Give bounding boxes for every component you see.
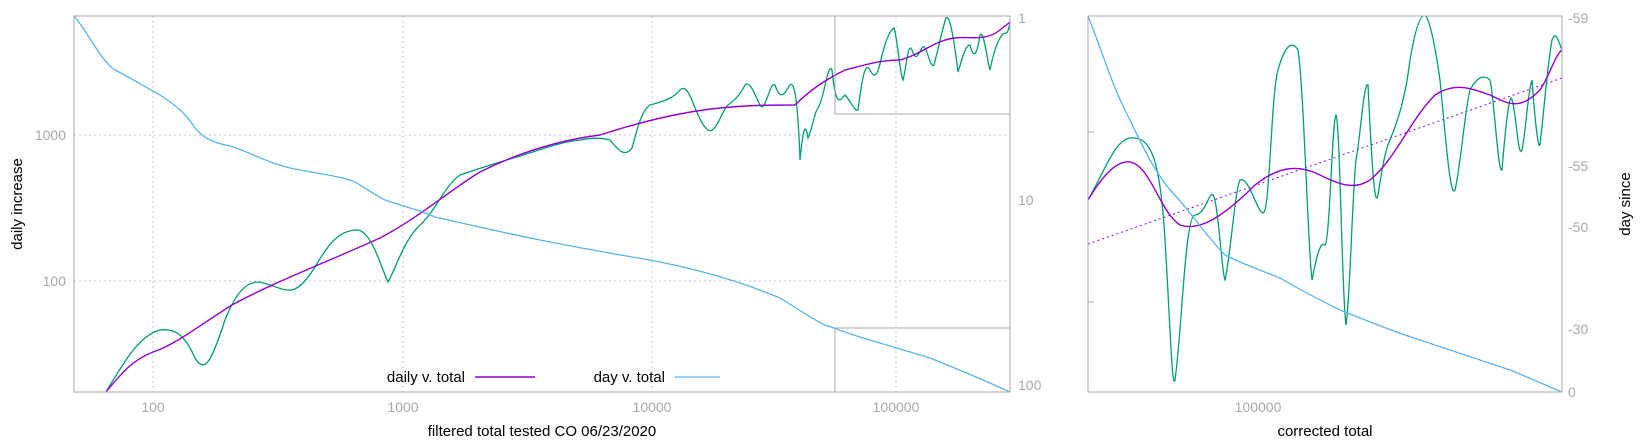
series-raw-right	[1088, 16, 1562, 382]
y2-tick-label: 100	[1018, 377, 1042, 393]
series-daily-v-total-right	[1088, 49, 1562, 228]
left-plot: 100 1000 10000 100000 100 1000 1 10 100 …	[9, 10, 1042, 440]
x-tick-label: 100000	[1235, 399, 1282, 415]
y2-tick-label: -30	[1568, 321, 1588, 337]
y2-tick-label: -55	[1568, 158, 1588, 174]
y2-tick-label: 0	[1568, 384, 1576, 400]
series-raw-left	[105, 17, 1010, 392]
series-day-v-total-left	[74, 16, 1010, 392]
right-series	[1088, 16, 1562, 392]
x-tick-label: 1000	[387, 399, 418, 415]
y2-tick-label: -59	[1568, 10, 1588, 26]
x-axis-label: corrected total	[1277, 423, 1372, 440]
legend-daily-label: daily v. total	[387, 369, 465, 386]
y-axis-label: daily increase	[9, 158, 26, 250]
legend-day-label: day v. total	[594, 369, 665, 386]
y-tick-label: 100	[43, 273, 67, 289]
legend: daily v. total day v. total	[387, 369, 720, 386]
zoom-box-upper	[834, 15, 1011, 115]
right-plot-frame	[1087, 15, 1563, 393]
y2-tick-label: 1	[1018, 10, 1026, 26]
x-tick-label: 100	[141, 399, 165, 415]
series-daily-v-total-left	[105, 21, 1010, 392]
left-series	[74, 16, 1010, 392]
left-plot-frame	[73, 15, 1011, 393]
y2-axis-label: day since	[1617, 172, 1634, 235]
right-plot: 100000 -59 -55 -50 -30 0 corrected total…	[1087, 10, 1634, 440]
x-tick-label: 100000	[873, 399, 920, 415]
series-day-v-total-right	[1088, 16, 1562, 392]
series-trend-dotted	[1088, 77, 1562, 245]
x-tick-label: 10000	[633, 399, 672, 415]
y2-tick-label: 10	[1018, 192, 1034, 208]
left-grid	[74, 16, 1010, 392]
y2-tick-label: -50	[1568, 219, 1588, 235]
x-axis-label: filtered total tested CO 06/23/2020	[428, 423, 656, 440]
y-tick-label: 1000	[35, 127, 66, 143]
